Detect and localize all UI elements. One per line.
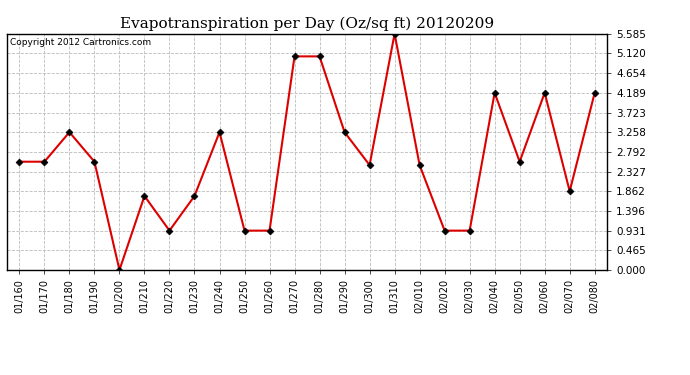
- Text: Copyright 2012 Cartronics.com: Copyright 2012 Cartronics.com: [10, 39, 151, 48]
- Title: Evapotranspiration per Day (Oz/sq ft) 20120209: Evapotranspiration per Day (Oz/sq ft) 20…: [120, 17, 494, 31]
